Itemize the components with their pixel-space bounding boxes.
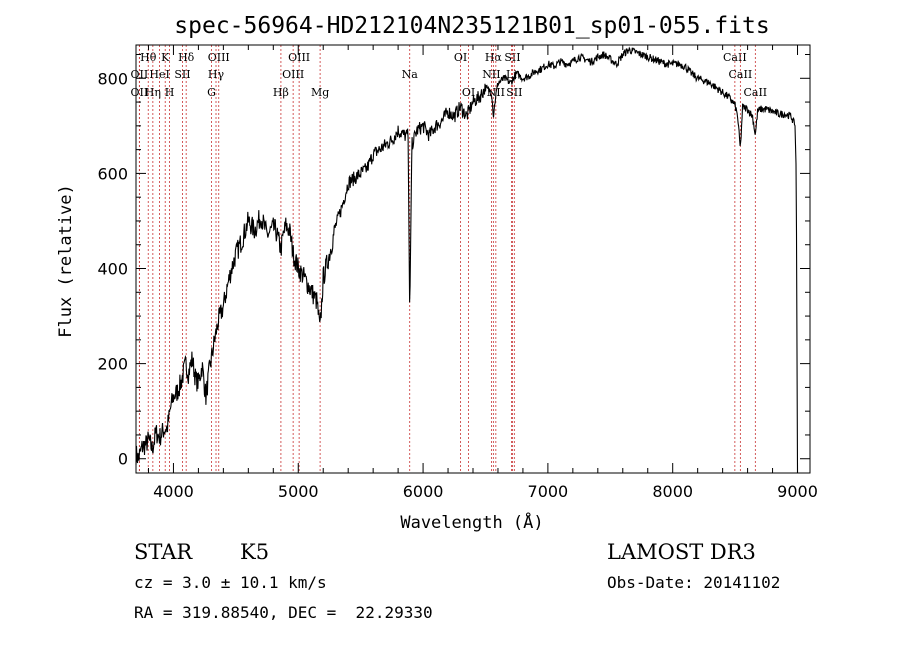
line-marker-label: Mg xyxy=(311,86,329,99)
chart-title: spec-56964-HD212104N235121B01_sp01-055.f… xyxy=(174,13,769,39)
line-marker-label: OIII xyxy=(282,68,304,81)
redshift-cz: cz = 3.0 ± 10.1 km/s xyxy=(134,573,327,592)
line-marker-label: OI xyxy=(454,51,467,64)
x-tick-label: 7000 xyxy=(528,482,569,501)
line-marker-label: CaII xyxy=(723,51,747,64)
x-tick-label: 4000 xyxy=(153,482,194,501)
line-marker-label: SII xyxy=(174,68,190,81)
x-axis-label: Wavelength (Å) xyxy=(400,511,543,533)
line-marker-label: OII xyxy=(131,86,149,99)
x-tick-label: 9000 xyxy=(777,482,818,501)
line-marker-label: Hθ xyxy=(140,51,157,64)
line-marker-label: Na xyxy=(402,68,419,81)
line-marker-label: CaII xyxy=(729,68,753,81)
line-marker-label: CaII xyxy=(743,86,767,99)
ra-dec-coords: RA = 319.88540, DEC = 22.29330 xyxy=(134,603,433,622)
plot-frame xyxy=(135,44,811,474)
line-marker-label: Hβ xyxy=(273,86,289,99)
x-tick-label: 5000 xyxy=(278,482,319,501)
line-marker-label: H xyxy=(165,86,175,99)
spectrum-line xyxy=(135,46,799,474)
line-marker-label: G xyxy=(207,86,216,99)
y-tick-label: 600 xyxy=(97,164,128,183)
line-marker-label: SII xyxy=(504,51,520,64)
line-marker-label: NII xyxy=(482,68,500,81)
line-marker-label: Li xyxy=(506,68,517,81)
y-tick-label: 0 xyxy=(118,450,128,469)
subclass: K5 xyxy=(240,540,270,564)
obs-date: Obs-Date: 20141102 xyxy=(607,573,781,592)
object-type: STAR xyxy=(134,540,193,564)
x-tick-label: 6000 xyxy=(403,482,444,501)
line-marker-label: Hα xyxy=(485,51,503,64)
y-tick-label: 200 xyxy=(97,355,128,374)
y-axis-label: Flux (relative) xyxy=(56,184,76,338)
line-marker-label: Hη xyxy=(145,86,161,99)
line-marker-label: OIII xyxy=(208,51,230,64)
line-marker-label: SII xyxy=(506,86,522,99)
axis-ticks: 4000 5000 6000 7000 8000 9000 0 200 400 600 800 xyxy=(97,45,818,501)
line-marker-label: Hγ xyxy=(208,68,225,81)
line-marker-label: OIII xyxy=(288,51,310,64)
line-marker-label: HeI xyxy=(149,68,169,81)
line-marker-label: OI xyxy=(462,86,475,99)
survey-label: LAMOST DR3 xyxy=(607,540,756,564)
line-marker-label: K xyxy=(161,51,170,64)
y-tick-label: 400 xyxy=(97,260,128,279)
y-tick-label: 800 xyxy=(97,69,128,88)
line-marker-label: Hδ xyxy=(178,51,195,64)
x-tick-label: 8000 xyxy=(652,482,693,501)
